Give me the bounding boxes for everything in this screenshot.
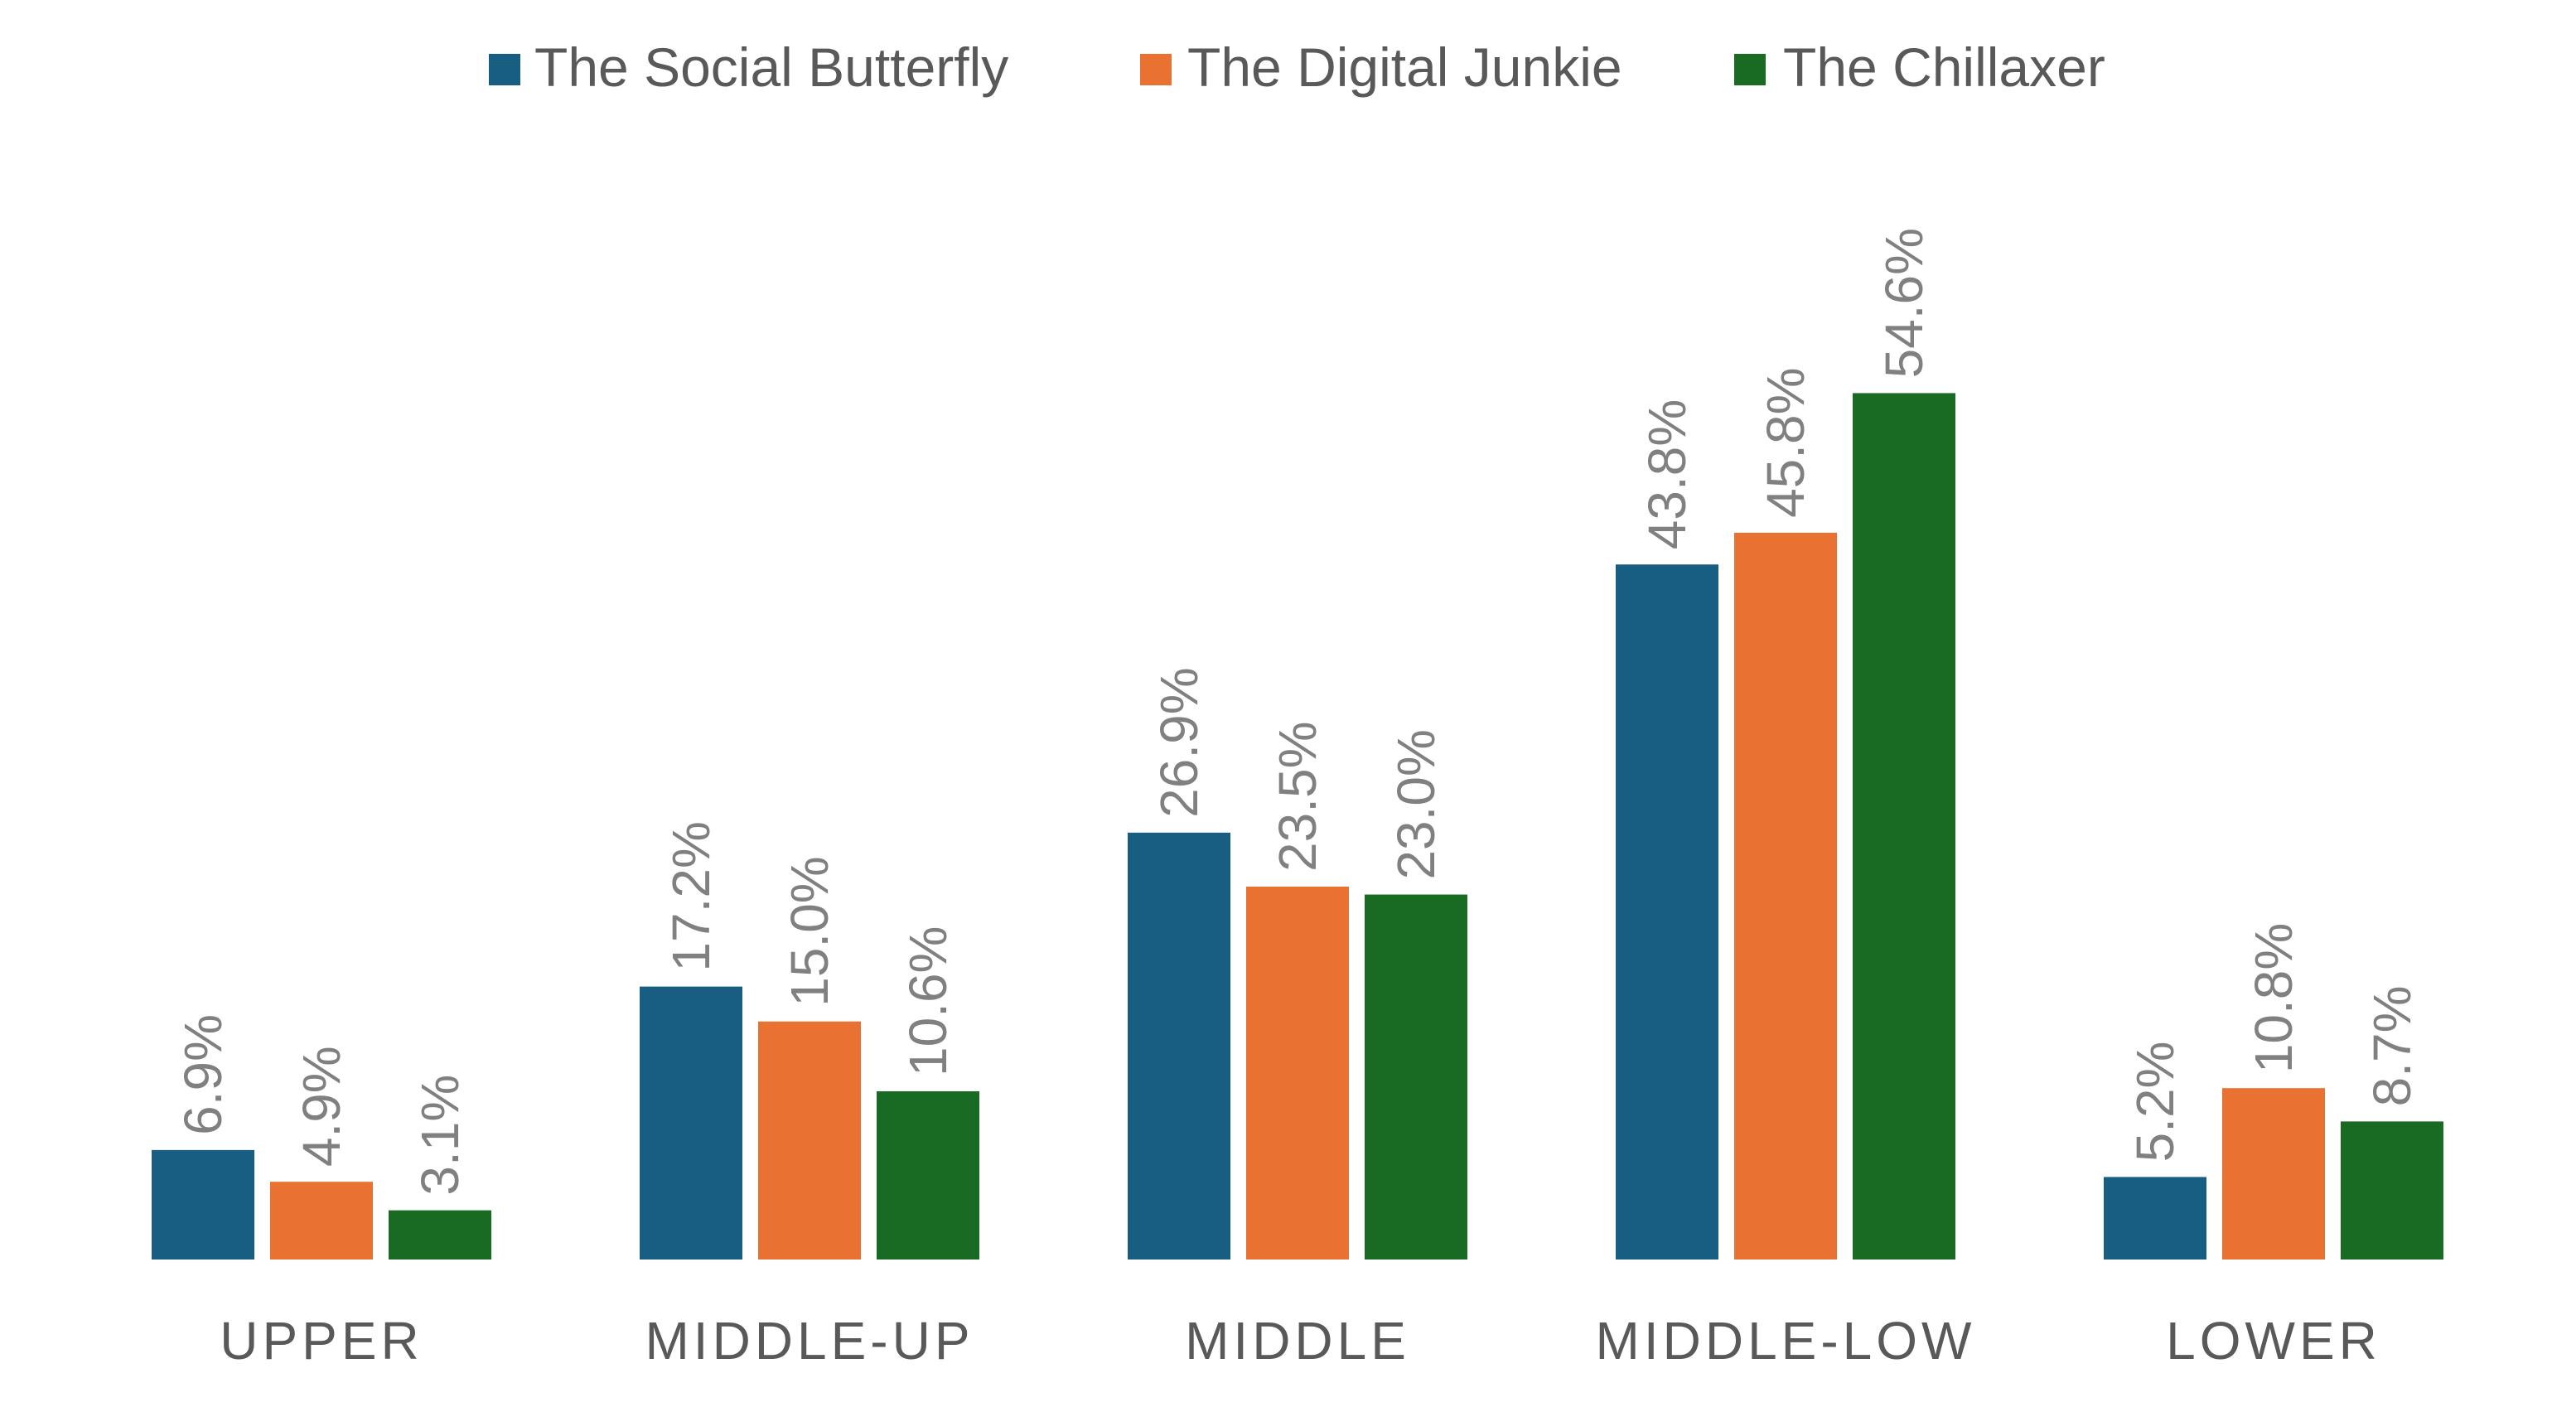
value-label-the-chillaxer-middle-low: 54.6% <box>1874 228 1934 378</box>
value-label-the-social-butterfly-lower: 5.2% <box>2125 1042 2185 1163</box>
value-label-the-digital-junkie-middle-low: 45.8% <box>1756 367 1815 517</box>
legend-label: The Digital Junkie <box>1187 36 1622 98</box>
bar-the-digital-junkie-lower <box>2222 1088 2325 1260</box>
bar-the-social-butterfly-middle-low <box>1616 564 1718 1260</box>
legend-item-the-chillaxer: The Chillaxer <box>1734 36 2105 98</box>
bar-the-chillaxer-lower <box>2341 1121 2443 1260</box>
bar-the-digital-junkie-middle-low <box>1734 532 1837 1260</box>
x-tick-label-lower: LOWER <box>2166 1311 2381 1371</box>
value-label-the-social-butterfly-middle-up: 17.2% <box>661 821 721 971</box>
x-axis-labels: UPPER MIDDLE-UP MIDDLE MIDDLE-LOW LOWER <box>220 1311 2381 1371</box>
value-label-the-digital-junkie-middle: 23.5% <box>1268 722 1327 872</box>
value-label-the-social-butterfly-upper: 6.9% <box>173 1014 233 1135</box>
legend-swatch <box>1140 54 1172 85</box>
value-label-the-social-butterfly-middle: 26.9% <box>1149 667 1209 817</box>
legend-label: The Social Butterfly <box>534 36 1008 98</box>
bar-the-chillaxer-middle-low <box>1853 393 1955 1260</box>
value-label-the-social-butterfly-middle-low: 43.8% <box>1637 399 1697 549</box>
bar-group-middle-low <box>1616 393 1955 1260</box>
bar-group-middle-up <box>640 986 979 1260</box>
bar-the-social-butterfly-middle <box>1128 832 1230 1260</box>
value-label-the-chillaxer-middle-up: 10.6% <box>898 926 958 1076</box>
x-tick-label-middle-up: MIDDLE-UP <box>645 1311 974 1371</box>
value-label-the-digital-junkie-middle-up: 15.0% <box>780 856 839 1006</box>
bar-the-chillaxer-middle <box>1365 894 1467 1260</box>
legend-swatch <box>1734 54 1766 85</box>
bar-the-chillaxer-middle-up <box>877 1091 979 1260</box>
bar-the-digital-junkie-middle-up <box>758 1021 861 1260</box>
x-tick-label-upper: UPPER <box>220 1311 423 1371</box>
legend-item-the-digital-junkie: The Digital Junkie <box>1140 36 1622 98</box>
bar-the-social-butterfly-upper <box>152 1149 254 1260</box>
x-tick-label-middle-low: MIDDLE-LOW <box>1596 1311 1976 1371</box>
bar-the-digital-junkie-upper <box>270 1182 373 1260</box>
bar-the-chillaxer-upper <box>389 1210 491 1260</box>
bar-group-middle <box>1128 832 1467 1260</box>
value-label-the-digital-junkie-lower: 10.8% <box>2244 923 2303 1073</box>
legend-label: The Chillaxer <box>1783 36 2105 98</box>
value-label-the-digital-junkie-upper: 4.9% <box>292 1046 351 1167</box>
x-tick-label-middle: MIDDLE <box>1185 1311 1410 1371</box>
data-labels: 6.9% 4.9% 3.1% 17.2% 15.0% 10.6% 26.9% 23.5% 23.… <box>173 228 2422 1196</box>
bar-the-digital-junkie-middle <box>1246 886 1349 1260</box>
bar-the-social-butterfly-lower <box>2104 1177 2206 1260</box>
bar-the-social-butterfly-middle-up <box>640 986 742 1260</box>
value-label-the-chillaxer-middle: 23.0% <box>1386 729 1446 879</box>
legend-swatch <box>489 54 520 85</box>
bar-group-upper <box>152 1149 491 1260</box>
bar-group-lower <box>2104 1088 2443 1260</box>
legend: The Social Butterfly The Digital Junkie Th… <box>489 36 2105 98</box>
value-label-the-chillaxer-lower: 8.7% <box>2362 986 2422 1107</box>
legend-item-the-social-butterfly: The Social Butterfly <box>489 36 1008 98</box>
bar-groups <box>152 393 2443 1260</box>
value-label-the-chillaxer-upper: 3.1% <box>410 1075 470 1196</box>
